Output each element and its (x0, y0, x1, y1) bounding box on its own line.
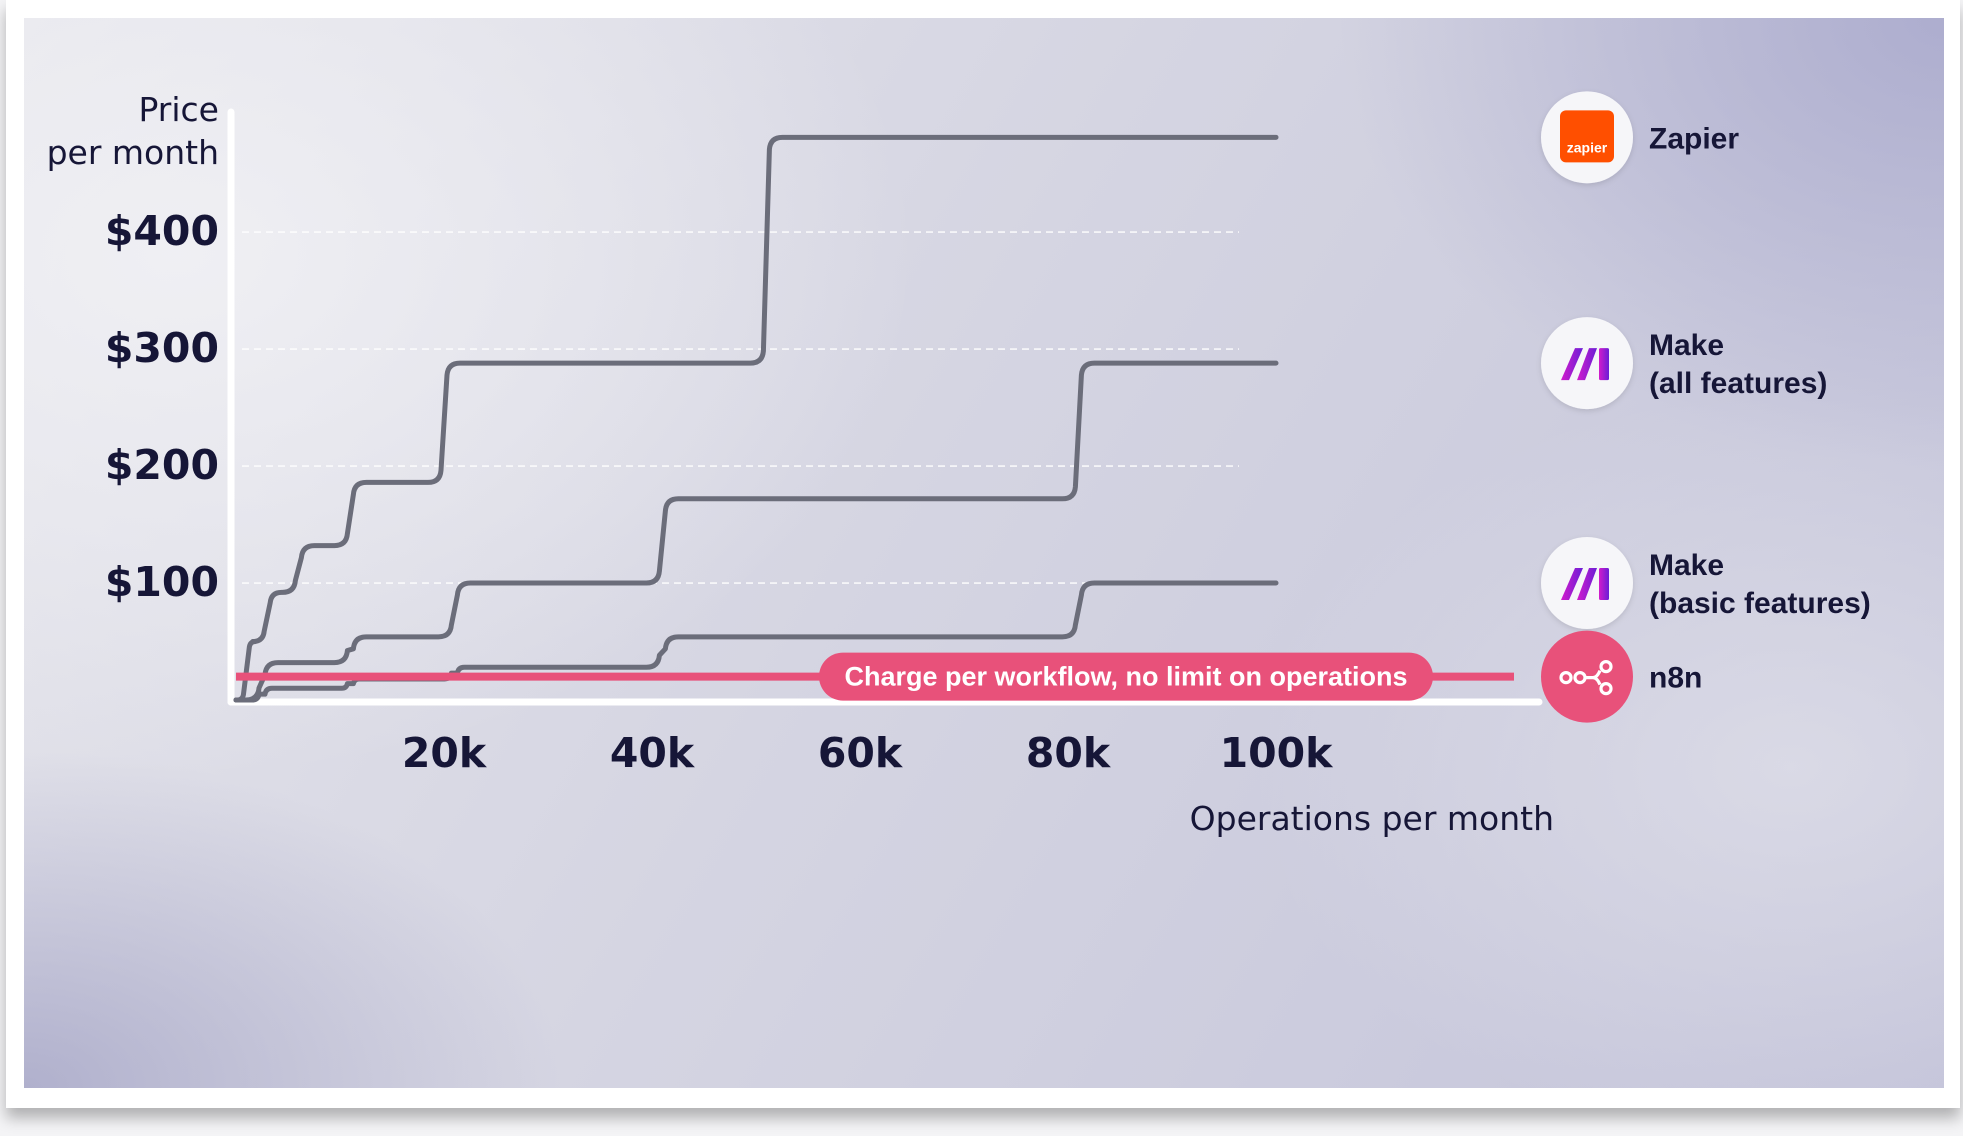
n8n-logo-icon (1559, 660, 1613, 696)
series-label: Make (1649, 549, 1724, 582)
x-tick-label: 60k (818, 729, 904, 777)
grid-layer (242, 231, 1239, 584)
y-axis-label: per month (47, 133, 219, 172)
make-logo-icon (1561, 348, 1609, 381)
zapier-logo-icon: zapier (1560, 110, 1614, 163)
chart-panel: Charge per workflow, no limit on operati… (24, 18, 1944, 1088)
x-tick-label: 80k (1026, 729, 1112, 777)
annotation-text: Charge per workflow, no limit on operati… (844, 662, 1407, 692)
series-label: Make (1649, 329, 1724, 362)
series-line-zapier-0 (233, 134, 1279, 703)
y-tick-label: $200 (105, 441, 219, 489)
legend-item-2: Make (basic features) (1541, 537, 1871, 630)
axes-layer (227, 108, 1543, 706)
labels-layer: $100 $200 $300 $400 Price per month 20k 40k 60k 8… (47, 90, 1554, 838)
series-label: (basic features) (1649, 587, 1871, 620)
pricing-chart: Charge per workflow, no limit on operati… (47, 90, 1871, 838)
zapier-logo-text: zapier (1567, 139, 1608, 155)
x-tick-label: 100k (1220, 729, 1335, 777)
y-axis-label: Price (138, 90, 219, 129)
image-frame: Charge per workflow, no limit on operati… (6, 0, 1960, 1108)
series-label: n8n (1649, 662, 1702, 695)
x-axis-label: Operations per month (1190, 799, 1554, 838)
legend-item-0: zapier Zapier (1541, 91, 1739, 184)
y-tick-label: $300 (105, 324, 219, 372)
x-tick-label: 40k (610, 729, 696, 777)
y-tick-label: $400 (105, 207, 219, 255)
legend-layer: zapier Zapier Make (all features) Make (basic… (1541, 91, 1871, 723)
series-label: (all features) (1649, 367, 1827, 400)
annotation-pill: Charge per workflow, no limit on operati… (819, 652, 1433, 701)
legend-item-3: n8n (1541, 630, 1702, 723)
y-tick-label: $100 (105, 558, 219, 606)
series-line-make-1 (233, 360, 1279, 703)
legend-item-1: Make (all features) (1541, 317, 1827, 410)
series-label: Zapier (1649, 122, 1739, 155)
series-layer: Charge per workflow, no limit on operati… (233, 134, 1514, 703)
make-logo-icon (1561, 568, 1609, 601)
x-tick-label: 20k (402, 729, 488, 777)
